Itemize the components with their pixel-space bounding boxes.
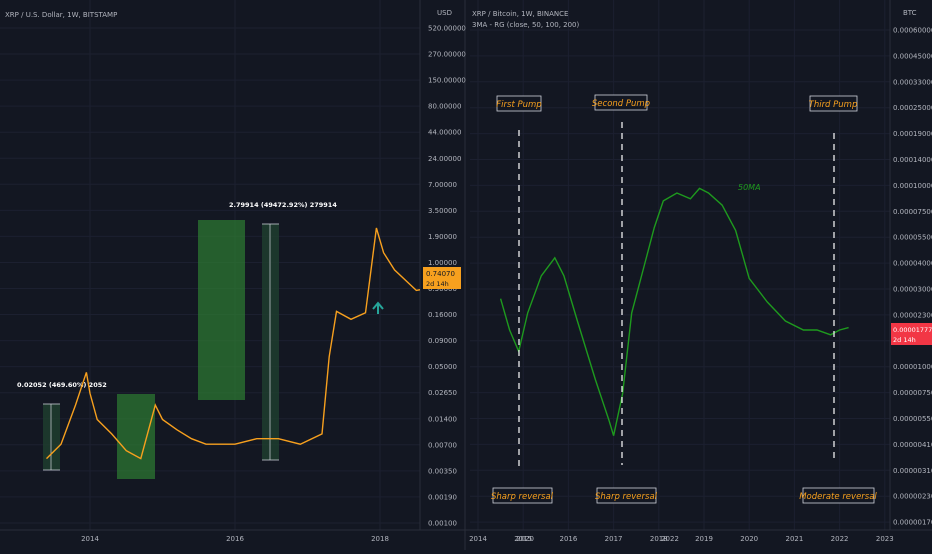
svg-text:First Pump: First Pump (496, 100, 541, 110)
right-price-tick: 0.00003000 (893, 286, 932, 294)
left-price-tick: 1.00000 (428, 259, 457, 267)
right-price-tick: 0.00000230 (893, 493, 932, 501)
right-price-tick: 0.00060000 (893, 27, 932, 35)
annotation-first-pump[interactable]: First Pump (496, 95, 542, 112)
right-symbol-title[interactable]: XRP / Bitcoin, 1W, BINANCE (472, 10, 568, 18)
left-price-tick: 0.00700 (428, 441, 457, 449)
left-price-tick: 7.00000 (428, 181, 457, 189)
left-price-tick: 0.01400 (428, 415, 457, 423)
highlight-box-1[interactable] (117, 394, 155, 479)
right-price-tick: 0.00000170 (893, 519, 932, 527)
right-price-tick: 0.00025000 (893, 104, 932, 112)
right-price-tick: 0.00000750 (893, 389, 932, 397)
right-indicator-title[interactable]: 3MA - RG (close, 50, 100, 200) (472, 21, 580, 29)
right-time-axis[interactable]: 2014 2015 2016 2017 2018 2019 2020 2021 2022 2023 (469, 535, 894, 543)
left-price-tick: 3.50000 (428, 207, 457, 215)
svg-text:2d 14h: 2d 14h (426, 280, 449, 288)
right-time-tick: 2016 (559, 535, 577, 543)
right-currency-unit: BTC (903, 9, 917, 17)
left-time-tick: 2014 (81, 535, 99, 543)
left-time-axis[interactable]: 2014 2016 2018 2020 2022 (81, 535, 679, 543)
highlight-box-2[interactable] (198, 220, 245, 400)
svg-text:Sharp reversal: Sharp reversal (595, 492, 658, 502)
svg-text:0.74070: 0.74070 (426, 270, 455, 278)
svg-text:Second Pump: Second Pump (592, 99, 650, 109)
svg-text:0.00001777: 0.00001777 (893, 326, 932, 334)
left-price-tick: 520.00000 (428, 25, 466, 33)
annotation-sharp-reversal-2[interactable]: Sharp reversal (595, 487, 658, 504)
right-time-tick: 2017 (605, 535, 623, 543)
right-price-tick: 0.00001000 (893, 363, 932, 371)
left-current-price-badge: 0.74070 2d 14h (423, 267, 461, 289)
right-price-tick: 0.00000410 (893, 441, 932, 449)
left-symbol-title[interactable]: XRP / U.S. Dollar, 1W, BITSTAMP (5, 11, 117, 19)
measure-box-1[interactable] (43, 404, 60, 470)
right-price-tick: 0.00019000 (893, 130, 932, 138)
right-price-axis[interactable]: 0.00060000 0.00045000 0.00033000 0.00025000… (893, 27, 932, 527)
left-price-tick: 0.00190 (428, 493, 457, 501)
right-pane-bg[interactable] (470, 0, 890, 530)
right-current-price-badge: 0.00001777 2d 14h (891, 323, 932, 345)
ma-label: 50MA (738, 183, 761, 192)
left-time-tick: 2020 (516, 535, 534, 543)
right-price-tick: 0.00004000 (893, 260, 932, 268)
right-time-tick: 2018 (650, 535, 668, 543)
right-price-tick: 0.00000310 (893, 467, 932, 475)
xrp-usd-price-line[interactable] (46, 227, 678, 460)
left-price-tick: 150.00000 (428, 77, 466, 85)
svg-text:Moderate reversal: Moderate reversal (799, 492, 877, 502)
measure-label-1: 0.02052 (469.60%) 2052 (17, 381, 107, 389)
left-price-tick: 0.02650 (428, 389, 457, 397)
svg-text:Third Pump: Third Pump (809, 100, 858, 110)
right-price-tick: 0.00000550 (893, 415, 932, 423)
left-price-tick: 270.00000 (428, 51, 466, 59)
annotation-third-pump[interactable]: Third Pump (809, 95, 858, 112)
ma50-line[interactable] (499, 187, 849, 436)
right-time-tick: 2023 (876, 535, 894, 543)
left-measure-boxes (43, 220, 279, 479)
left-price-tick: 0.09000 (428, 337, 457, 345)
right-time-tick: 2019 (695, 535, 713, 543)
right-time-tick: 2022 (831, 535, 849, 543)
right-time-tick: 2015 (514, 535, 532, 543)
up-arrow-icon[interactable] (372, 301, 384, 314)
left-time-tick: 2018 (371, 535, 389, 543)
measure-label-2: 2.79914 (49472.92%) 279914 (229, 201, 337, 209)
left-price-tick: 80.00000 (428, 103, 461, 111)
measure-box-2[interactable] (262, 224, 279, 460)
left-price-tick: 0.00100 (428, 519, 457, 527)
right-price-tick: 0.00033000 (893, 78, 932, 86)
annotation-second-pump[interactable]: Second Pump (592, 94, 650, 111)
left-price-axis[interactable]: 520.00000 270.00000 150.00000 80.00000 44.00… (428, 25, 466, 528)
right-price-tick: 0.00005500 (893, 234, 932, 242)
left-time-tick: 2022 (661, 535, 679, 543)
left-currency-unit: USD (437, 9, 452, 17)
right-price-tick: 0.00002300 (893, 311, 932, 319)
left-price-tick: 0.05000 (428, 363, 457, 371)
left-price-tick: 24.00000 (428, 155, 461, 163)
left-price-tick: 44.00000 (428, 129, 461, 137)
right-price-tick: 0.00014000 (893, 156, 932, 164)
left-price-tick: 0.00350 (428, 467, 457, 475)
right-time-tick: 2020 (740, 535, 758, 543)
left-time-tick: 2016 (226, 535, 244, 543)
annotation-sharp-reversal-1[interactable]: Sharp reversal (491, 487, 554, 504)
svg-text:Sharp reversal: Sharp reversal (491, 492, 554, 502)
right-price-tick: 0.00007500 (893, 208, 932, 216)
right-time-tick: 2021 (785, 535, 803, 543)
svg-text:2d 14h: 2d 14h (893, 336, 916, 344)
left-price-tick: 0.16000 (428, 311, 457, 319)
right-price-tick: 0.00045000 (893, 52, 932, 60)
right-price-tick: 0.00010000 (893, 182, 932, 190)
left-price-tick: 1.90000 (428, 233, 457, 241)
annotation-moderate-reversal[interactable]: Moderate reversal (799, 487, 877, 504)
right-time-tick: 2014 (469, 535, 487, 543)
